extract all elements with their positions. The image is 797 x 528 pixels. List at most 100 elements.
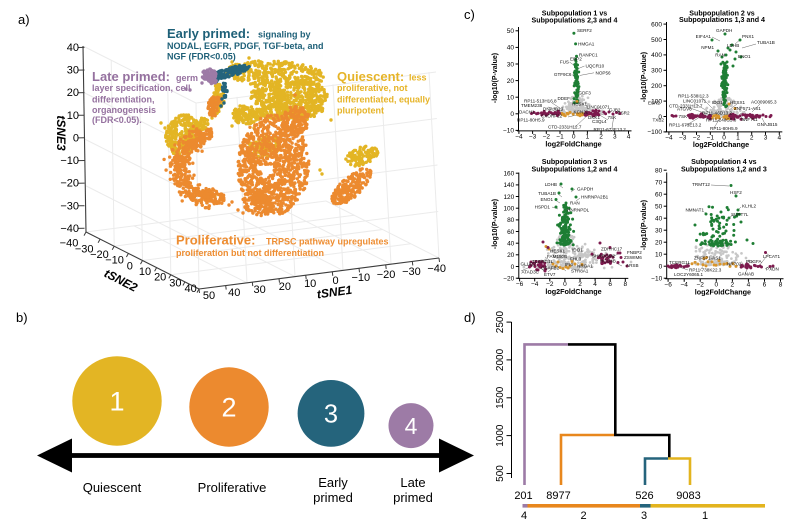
svg-text:proliferative, not: proliferative, not: [337, 83, 408, 93]
svg-text:4: 4: [777, 134, 781, 141]
svg-text:10: 10: [507, 95, 515, 102]
svg-text:20: 20: [507, 78, 515, 85]
svg-text:2000: 2000: [495, 348, 506, 371]
svg-text:3: 3: [324, 400, 338, 428]
svg-text:tSNE3: tSNE3: [54, 115, 68, 151]
svg-text:−10: −10: [351, 272, 370, 284]
svg-text:−3: −3: [679, 134, 687, 141]
svg-text:C3QL4: C3QL4: [592, 119, 607, 124]
svg-text:−20: −20: [60, 178, 79, 190]
svg-text:0: 0: [127, 260, 133, 272]
svg-text:0: 0: [510, 111, 514, 118]
svg-text:log2FoldChange: log2FoldChange: [693, 140, 749, 149]
svg-text:8977: 8977: [546, 490, 570, 502]
svg-text:Subpopulations 2,3 and 4: Subpopulations 2,3 and 4: [532, 17, 618, 25]
svg-text:4: 4: [521, 510, 527, 522]
svg-text:0: 0: [332, 275, 338, 287]
svg-text:Proliferative: Proliferative: [198, 480, 267, 495]
svg-text:40: 40: [507, 45, 515, 52]
svg-text:10: 10: [139, 266, 151, 278]
svg-text:Quiescent:: Quiescent:: [337, 69, 404, 84]
svg-text:KCNJ2: KCNJ2: [574, 110, 589, 115]
svg-text:d): d): [464, 310, 476, 325]
svg-text:Subpopulations 1,3 and 4: Subpopulations 1,3 and 4: [679, 16, 765, 24]
svg-text:4: 4: [627, 133, 631, 140]
svg-text:NOP56: NOP56: [596, 71, 612, 76]
svg-text:Proliferative:: Proliferative:: [176, 233, 255, 248]
svg-text:40: 40: [67, 42, 79, 54]
svg-text:b): b): [16, 310, 28, 325]
svg-text:7SK: 7SK: [608, 115, 618, 120]
svg-text:UQCR10: UQCR10: [586, 64, 605, 69]
svg-text:EBP2: EBP2: [570, 57, 582, 62]
svg-text:−40: −40: [60, 238, 79, 250]
svg-text:−100: −100: [647, 129, 662, 136]
svg-text:primed: primed: [313, 490, 353, 505]
svg-text:9083: 9083: [676, 490, 700, 502]
svg-text:GDF3: GDF3: [579, 91, 592, 96]
svg-text:20: 20: [67, 87, 79, 99]
svg-text:ESR2: ESR2: [618, 110, 630, 115]
svg-text:pluripotent: pluripotent: [337, 106, 384, 116]
svg-text:less: less: [409, 73, 427, 83]
svg-text:200: 200: [651, 83, 662, 90]
svg-text:NGF (FDR<0.05): NGF (FDR<0.05): [167, 52, 236, 62]
svg-text:300: 300: [651, 68, 662, 75]
svg-text:TRPSC pathway upregulates: TRPSC pathway upregulates: [266, 236, 389, 246]
svg-text:526: 526: [635, 490, 653, 502]
svg-text:600: 600: [651, 21, 662, 28]
svg-text:30: 30: [67, 65, 79, 77]
svg-text:a): a): [18, 12, 30, 27]
svg-text:2500: 2500: [495, 311, 506, 334]
svg-text:TMEM238: TMEM238: [521, 103, 543, 108]
svg-text:3: 3: [764, 134, 768, 141]
svg-text:proliferation but not differen: proliferation but not differentiation: [176, 248, 324, 258]
svg-text:2: 2: [580, 510, 586, 522]
svg-text:DDEF: DDEF: [557, 96, 570, 101]
svg-text:−40: −40: [427, 263, 446, 275]
svg-text:DNAJB13: DNAJB13: [543, 107, 564, 112]
svg-text:−20: −20: [377, 269, 396, 281]
svg-text:FUS: FUS: [560, 59, 569, 64]
svg-text:-log10(P-value): -log10(P-value): [492, 53, 499, 103]
svg-text:Late primed:: Late primed:: [92, 69, 170, 84]
svg-text:SERF2: SERF2: [577, 28, 592, 33]
svg-text:germ: germ: [176, 73, 198, 83]
svg-text:−30: −30: [60, 200, 79, 212]
svg-text:log2FoldChange: log2FoldChange: [545, 140, 601, 149]
svg-text:HMGA1: HMGA1: [578, 42, 595, 47]
svg-text:−30: −30: [402, 266, 421, 278]
svg-text:differentiated, equally: differentiated, equally: [337, 95, 430, 105]
svg-text:RANPC1: RANPC1: [579, 53, 598, 58]
svg-text:3: 3: [613, 133, 617, 140]
svg-text:RP11-80H5.9: RP11-80H5.9: [517, 118, 545, 123]
svg-text:-log10(P-value): -log10(P-value): [641, 52, 648, 102]
svg-text:1: 1: [702, 510, 708, 522]
svg-text:−3: −3: [529, 133, 537, 140]
svg-text:CTD-2331H12.7: CTD-2331H12.7: [548, 125, 582, 130]
svg-text:201: 201: [514, 490, 532, 502]
svg-text:−4: −4: [515, 133, 523, 140]
svg-text:(FDR<0.05).: (FDR<0.05).: [92, 115, 142, 125]
svg-text:NODAL, EGFR, PDGF, TGF-beta, a: NODAL, EGFR, PDGF, TGF-beta, and: [167, 41, 324, 51]
svg-text:−30: −30: [75, 243, 94, 255]
svg-text:differentiation,: differentiation,: [92, 95, 155, 105]
svg-text:−10: −10: [105, 255, 124, 267]
svg-text:RP11-673E13.2: RP11-673E13.2: [594, 127, 627, 132]
svg-text:DACH1: DACH1: [519, 110, 535, 115]
svg-text:signaling by: signaling by: [258, 30, 311, 40]
svg-text:Quiescent: Quiescent: [83, 480, 142, 495]
svg-text:−40: −40: [60, 223, 79, 235]
svg-text:Early primed:: Early primed:: [167, 26, 250, 41]
svg-text:2: 2: [750, 134, 754, 141]
svg-text:50: 50: [507, 28, 515, 35]
svg-text:1000: 1000: [495, 424, 506, 447]
svg-text:−10: −10: [503, 128, 514, 135]
svg-text:0: 0: [73, 132, 79, 144]
svg-text:10: 10: [67, 110, 79, 122]
svg-text:LINC01071: LINC01071: [587, 105, 611, 110]
svg-text:2: 2: [221, 393, 236, 423]
svg-text:−4: −4: [665, 134, 673, 141]
svg-text:1: 1: [109, 387, 124, 417]
svg-text:500: 500: [651, 37, 662, 44]
